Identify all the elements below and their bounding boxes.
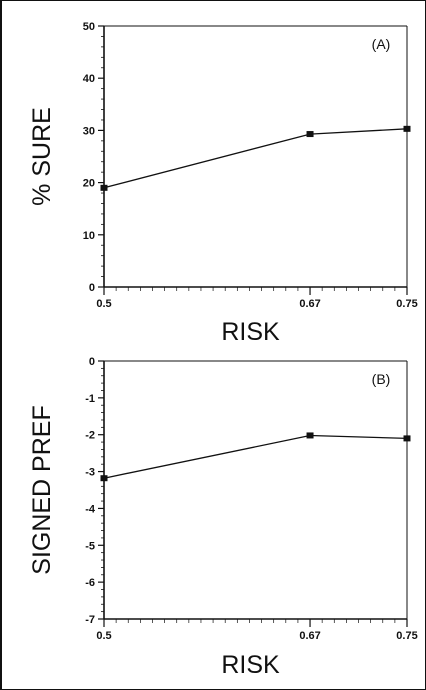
chart-0-x-tick-label: 0.75 xyxy=(396,298,417,310)
chart-1-y-tick-label: -5 xyxy=(85,540,95,552)
chart-1-y-tick-label: -6 xyxy=(85,577,95,589)
chart-1-x-tick-label: 0.5 xyxy=(96,630,111,642)
chart-1-x-axis-title: RISK xyxy=(221,651,280,679)
chart-0-data-point xyxy=(100,184,108,191)
chart-0-y-tick-label: 0 xyxy=(89,282,95,294)
chart-0-x-tick-label: 0.5 xyxy=(96,298,111,310)
chart-0-y-tick-label: 10 xyxy=(83,230,95,242)
chart-1-y-tick-label: -1 xyxy=(85,393,95,405)
chart-0-y-axis-title: % SURE xyxy=(28,107,56,206)
chart-1-data-point xyxy=(306,432,314,439)
chart-0-y-tick-label: 50 xyxy=(83,21,95,33)
chart-1-x-tick-label: 0.75 xyxy=(396,630,417,642)
chart-1-y-tick-label: 0 xyxy=(89,356,95,368)
panel-a: 0 10 20 30 40 50 0.5 0.67 0.75 (A) RISK % SURE xyxy=(28,21,418,346)
chart-0-y-tick-label: 40 xyxy=(83,73,95,85)
chart-0-x-tick-label: 0.67 xyxy=(299,298,320,310)
chart-0-y-tick-label: 20 xyxy=(83,178,95,190)
chart-1-y-tick-label: -7 xyxy=(85,614,95,626)
chart-1-data-point xyxy=(403,435,411,442)
chart-1-y-tick-label: -4 xyxy=(85,503,96,515)
chart-1-y-axis-title: SIGNED PREF xyxy=(28,405,56,574)
chart-1-y-tick-label: -2 xyxy=(85,430,95,442)
chart-1-y-tick-label: -3 xyxy=(85,467,95,479)
chart-1-series-line xyxy=(103,434,408,479)
chart-0-x-axis-title: RISK xyxy=(221,318,280,346)
chart-1-data-point xyxy=(100,475,108,482)
chart-0-series-line xyxy=(103,128,408,189)
chart-0-y-tick-label: 30 xyxy=(83,125,95,137)
chart-0-data-point xyxy=(403,125,411,132)
chart-1-panel-label: (B) xyxy=(372,371,391,387)
chart-0-panel-label: (A) xyxy=(372,36,391,52)
panel-b: 0 -1 -2 -3 -4 -5 -6 -70.5 0.67 0.75 (B) RISK SIGNED … xyxy=(28,356,418,679)
chart-0-data-point xyxy=(306,131,314,138)
chart-1-x-tick-label: 0.67 xyxy=(299,630,320,642)
